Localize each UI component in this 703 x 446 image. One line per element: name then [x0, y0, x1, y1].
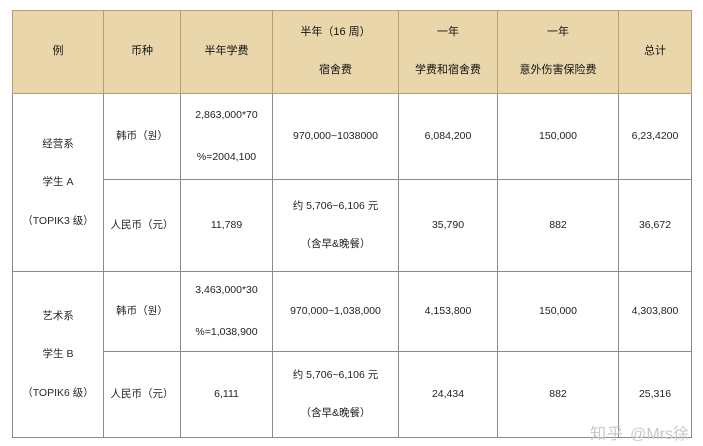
column-header-one-year-tuition-and-dorm: 一年 学费和宿舍费 [398, 10, 498, 94]
table-row: 经营系 学生 A （TOPIK3 级） 韩币（원） 2,863,000*70 %… [12, 93, 692, 272]
column-header-half-year-dorm-line-2: 宿舍费 [319, 64, 352, 76]
half-year-tuition-line-1: 11,789 [210, 218, 243, 231]
header-row: 例 币种 半年学费 半年（16 周） 宿舍费 [12, 10, 692, 94]
currency-cell: 人民币（元） [103, 351, 181, 438]
half-year-dorm-note: （含早&晚餐） [300, 237, 371, 250]
example-cell-student-a: 经营系 学生 A （TOPIK3 级） [12, 93, 104, 272]
half-year-tuition-cell: 2,863,000*70 %=2004,100 [180, 93, 273, 180]
column-header-half-year-tuition: 半年学费 [180, 10, 273, 94]
half-year-dorm-line-1: 约 5,706~6,106 元 [292, 369, 379, 382]
example-line-2: 学生 B [42, 348, 74, 361]
half-year-tuition-cell: 11,789 [180, 179, 273, 272]
total-cell: 4,303,800 [618, 271, 692, 352]
column-header-total: 总计 [618, 10, 692, 94]
column-header-half-year-tuition-line-1: 半年学费 [204, 45, 249, 58]
one-year-tuition-dorm-cell: 24,434 [398, 351, 498, 438]
one-year-insurance-cell: 882 [497, 351, 619, 438]
column-header-one-year-tuition-and-dorm-line-2: 学费和宿舍费 [415, 64, 481, 76]
column-header-total-line-1: 总计 [644, 45, 666, 58]
column-header-example: 例 [12, 10, 104, 94]
one-year-insurance-cell: 150,000 [497, 93, 619, 180]
one-year-insurance-cell: 150,000 [497, 271, 619, 352]
example-line-1: 艺术系 [42, 309, 74, 322]
example-line-1: 经营系 [42, 137, 74, 150]
column-header-one-year-tuition-and-dorm-line-1: 一年 [437, 26, 459, 39]
fee-comparison-table: 例 币种 半年学费 半年（16 周） 宿舍费 [12, 10, 692, 438]
column-header-currency: 币种 [103, 10, 181, 94]
half-year-tuition-line-1: 6,111 [214, 387, 239, 400]
table-body: 经营系 学生 A （TOPIK3 级） 韩币（원） 2,863,000*70 %… [12, 93, 692, 438]
currency-cell: 人民币（元） [103, 179, 181, 272]
column-header-one-year-accident-insurance-line-2: 意外伤害保险费 [519, 64, 597, 76]
total-cell: 6,23,4200 [618, 93, 692, 180]
half-year-tuition-line-2: %=2004,100 [196, 150, 257, 163]
example-line-3: （TOPIK6 级） [22, 386, 94, 399]
half-year-dorm-line-1: 约 5,706~6,106 元 [292, 200, 379, 213]
currency-label: 韩币（원） [116, 129, 168, 142]
example-line-3: （TOPIK3 级） [22, 214, 94, 227]
one-year-insurance-cell: 882 [497, 179, 619, 272]
currency-label: 人民币（元） [110, 387, 174, 400]
column-header-half-year-dorm: 半年（16 周） 宿舍费 [272, 10, 399, 94]
column-header-currency-line-1: 币种 [131, 45, 153, 58]
half-year-dorm-cell: 约 5,706~6,106 元 （含早&晚餐） [272, 179, 399, 272]
half-year-tuition-line-1: 3,463,000*30 [195, 284, 258, 297]
column-header-half-year-dorm-line-1: 半年（16 周） [300, 26, 371, 39]
table-header: 例 币种 半年学费 半年（16 周） 宿舍费 [12, 10, 692, 94]
half-year-dorm-cell: 970,000~1038000 [272, 93, 399, 180]
one-year-tuition-dorm-cell: 35,790 [398, 179, 498, 272]
half-year-tuition-cell: 3,463,000*30 %=1,038,900 [180, 271, 273, 352]
table-row: 人民币（元） 6,111 约 5,706~6,106 元 （含早&晚餐） 24,… [13, 351, 692, 438]
table-row: 人民币（元） 11,789 约 5,706~6,106 元 （含早&晚餐） 35… [13, 179, 692, 272]
one-year-tuition-dorm-cell: 4,153,800 [398, 271, 498, 352]
half-year-tuition-line-2: %=1,038,900 [195, 325, 258, 338]
half-year-tuition-cell: 6,111 [180, 351, 273, 438]
example-line-2: 学生 A [42, 176, 74, 189]
currency-label: 人民币（元） [110, 218, 174, 231]
half-year-dorm-line-1: 970,000~1,038,000 [290, 304, 381, 317]
column-header-one-year-accident-insurance: 一年 意外伤害保险费 [497, 10, 619, 94]
total-cell: 25,316 [618, 351, 692, 438]
half-year-dorm-cell: 约 5,706~6,106 元 （含早&晚餐） [272, 351, 399, 438]
half-year-dorm-line-1: 970,000~1038000 [293, 129, 378, 142]
total-cell: 36,672 [618, 179, 692, 272]
currency-cell: 韩币（원） [103, 93, 181, 180]
half-year-dorm-note: （含早&晚餐） [300, 406, 371, 419]
half-year-dorm-cell: 970,000~1,038,000 [272, 271, 399, 352]
example-cell-student-b: 艺术系 学生 B （TOPIK6 级） [12, 271, 104, 438]
one-year-tuition-dorm-cell: 6,084,200 [398, 93, 498, 180]
currency-label: 韩币（원） [116, 304, 168, 317]
half-year-tuition-line-1: 2,863,000*70 [195, 109, 258, 122]
table-row: 艺术系 学生 B （TOPIK6 级） 韩币（원） 3,463,000*30 %… [12, 271, 692, 438]
column-header-example-line-1: 例 [52, 45, 64, 58]
column-header-one-year-accident-insurance-line-1: 一年 [547, 26, 569, 39]
currency-cell: 韩币（원） [103, 271, 181, 352]
